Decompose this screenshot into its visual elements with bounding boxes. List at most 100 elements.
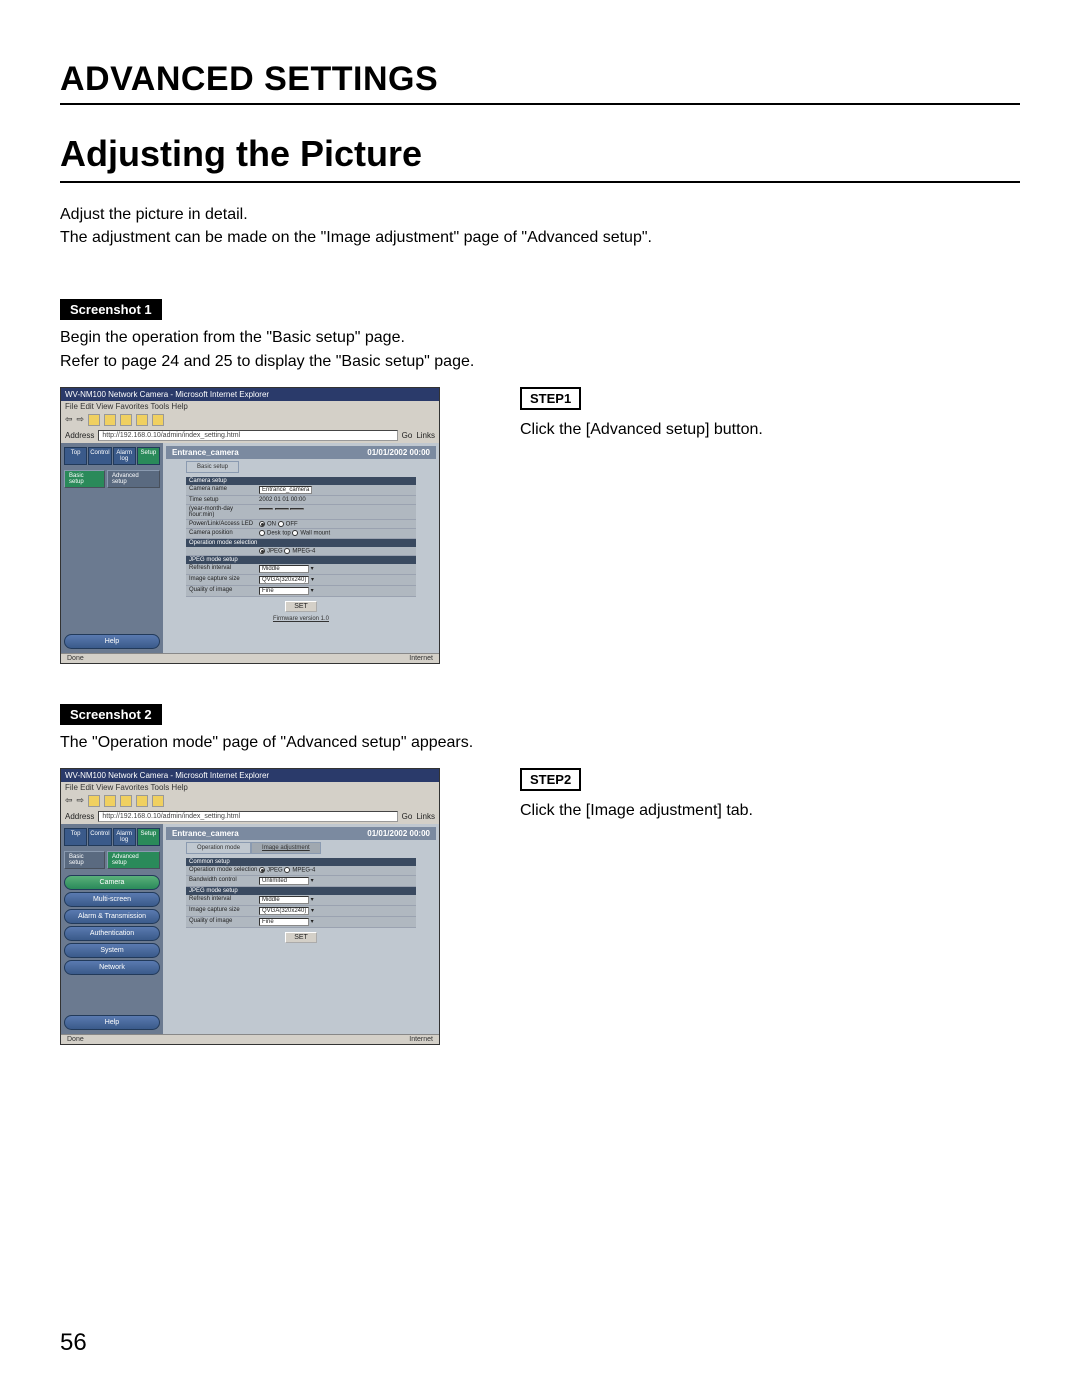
subsection-title: Adjusting the Picture <box>60 133 1020 183</box>
ie-addressbar-2: Address http://192.168.0.10/admin/index_… <box>61 809 439 824</box>
tab-alarm-2[interactable]: Alarm log <box>113 828 136 846</box>
header-camera-name: Entrance_camera <box>172 448 239 457</box>
lbl-timefmt: (year-month-day hour:min) <box>189 506 259 518</box>
sel-size-2[interactable]: QVGA(320x240) <box>259 907 309 915</box>
lbl-quality-2: Quality of image <box>189 918 259 926</box>
sel-size[interactable]: QVGA(320x240) <box>259 576 309 584</box>
sel-quality[interactable]: Fine <box>259 587 309 595</box>
address-label: Address <box>65 431 94 440</box>
screenshot-2-label: Screenshot 2 <box>60 704 162 725</box>
side-alarm[interactable]: Alarm & Transmission <box>64 909 160 924</box>
sel-refresh-2[interactable]: Middle <box>259 896 309 904</box>
step2-block: STEP2 Click the [Image adjustment] tab. <box>520 768 753 822</box>
tab-alarm[interactable]: Alarm log <box>113 447 136 465</box>
ie-toolbar-2: ⇦⇨ <box>61 793 439 809</box>
set-button[interactable]: SET <box>285 601 317 612</box>
lbl-bw: Bandwidth control <box>189 877 259 885</box>
header-camera-name-2: Entrance_camera <box>172 829 239 838</box>
tab-setup[interactable]: Setup <box>137 447 160 465</box>
screenshot-1-text: Begin the operation from the "Basic setu… <box>60 326 1020 372</box>
ss2-line1: The "Operation mode" page of "Advanced s… <box>60 731 1020 754</box>
ss1-line1: Begin the operation from the "Basic setu… <box>60 326 1020 349</box>
page-number: 56 <box>60 1329 87 1357</box>
step1-block: STEP1 Click the [Advanced setup] button. <box>520 387 763 441</box>
sec-jpeg: JPEG mode setup <box>186 556 416 564</box>
side-auth[interactable]: Authentication <box>64 926 160 941</box>
status-net: Internet <box>409 655 433 662</box>
status-done-2: Done <box>67 1036 84 1043</box>
status-done: Done <box>67 655 84 662</box>
sel-bw[interactable]: Unlimited <box>259 877 309 885</box>
tab-top[interactable]: Top <box>64 447 87 465</box>
sel-quality-2[interactable]: Fine <box>259 918 309 926</box>
side-camera[interactable]: Camera <box>64 875 160 890</box>
step1-label: STEP1 <box>520 387 581 410</box>
set-button-2[interactable]: SET <box>285 932 317 943</box>
header-datetime: 01/01/2002 00:00 <box>367 448 430 457</box>
tab-control[interactable]: Control <box>88 447 111 465</box>
tab-control-2[interactable]: Control <box>88 828 111 846</box>
subtab-advanced[interactable]: Advanced setup <box>107 470 160 488</box>
intro-line-2: The adjustment can be made on the "Image… <box>60 226 1020 249</box>
main-pane: Entrance_camera 01/01/2002 00:00 Basic s… <box>163 443 439 653</box>
ie-menubar: File Edit View Favorites Tools Help <box>61 401 439 412</box>
sidebar: Top Control Alarm log Setup Basic setup … <box>61 443 163 653</box>
status-net-2: Internet <box>409 1036 433 1043</box>
lbl-opmode2: Operation mode selection <box>189 867 259 874</box>
links-label-2: Links <box>416 812 435 821</box>
address-field-2[interactable]: http://192.168.0.10/admin/index_setting.… <box>98 811 397 822</box>
screenshot-2-section: Screenshot 2 The "Operation mode" page o… <box>60 704 1020 1045</box>
side-multi[interactable]: Multi-screen <box>64 892 160 907</box>
side-system[interactable]: System <box>64 943 160 958</box>
side-help[interactable]: Help <box>64 634 160 649</box>
main-pane-2: Entrance_camera 01/01/2002 00:00 Operati… <box>163 824 439 1034</box>
step1-text: Click the [Advanced setup] button. <box>520 418 763 441</box>
subtab-advanced-2[interactable]: Advanced setup <box>107 851 160 869</box>
ss1-line2: Refer to page 24 and 25 to display the "… <box>60 350 1020 373</box>
intro-block: Adjust the picture in detail. The adjust… <box>60 203 1020 249</box>
sidebar-2: Top Control Alarm log Setup Basic setup … <box>61 824 163 1034</box>
lbl-camera-name: Camera name <box>189 486 259 494</box>
lbl-quality: Quality of image <box>189 587 259 595</box>
step2-label: STEP2 <box>520 768 581 791</box>
val-time: 2002 01 01 00:00 <box>259 497 413 503</box>
header-datetime-2: 01/01/2002 00:00 <box>367 829 430 838</box>
lbl-refresh-2: Refresh interval <box>189 896 259 904</box>
lbl-size-2: Image capture size <box>189 907 259 915</box>
links-label: Links <box>416 431 435 440</box>
sec-jpeg-2: JPEG mode setup <box>186 887 416 895</box>
sel-refresh[interactable]: Middle <box>259 565 309 573</box>
field-camera-name[interactable]: Entrance_camera <box>259 486 312 494</box>
go-button-2[interactable]: Go <box>402 812 413 821</box>
tab-setup-2[interactable]: Setup <box>137 828 160 846</box>
lbl-size: Image capture size <box>189 576 259 584</box>
screenshot-2-text: The "Operation mode" page of "Advanced s… <box>60 731 1020 754</box>
lbl-led: Power/Link/Access LED <box>189 521 259 528</box>
go-button[interactable]: Go <box>402 431 413 440</box>
lbl-time: Time setup <box>189 497 259 503</box>
subtab-basic-2[interactable]: Basic setup <box>64 851 105 869</box>
subtab-basic[interactable]: Basic setup <box>64 470 105 488</box>
side-network[interactable]: Network <box>64 960 160 975</box>
screenshot-1-label: Screenshot 1 <box>60 299 162 320</box>
sec-opmode: Operation mode selection <box>186 539 416 547</box>
inner-imgadj[interactable]: Image adjustment <box>251 842 321 854</box>
ie-toolbar: ⇦⇨ <box>61 412 439 428</box>
inner-basic: Basic setup <box>186 461 239 473</box>
inner-opmode[interactable]: Operation mode <box>186 842 251 854</box>
ie-addressbar: Address http://192.168.0.10/admin/index_… <box>61 428 439 443</box>
ie-titlebar: WV-NM100 Network Camera - Microsoft Inte… <box>61 388 439 401</box>
lbl-refresh: Refresh interval <box>189 565 259 573</box>
section-title: ADVANCED SETTINGS <box>60 60 1020 105</box>
step2-text: Click the [Image adjustment] tab. <box>520 799 753 822</box>
address-label-2: Address <box>65 812 94 821</box>
firmware-version: Firmware version 1.0 <box>166 616 436 622</box>
tab-top-2[interactable]: Top <box>64 828 87 846</box>
sec-common: Common setup <box>186 858 416 866</box>
sec-camera-setup: Camera setup <box>186 477 416 485</box>
screenshot-1-image: WV-NM100 Network Camera - Microsoft Inte… <box>60 387 440 664</box>
side-help-2[interactable]: Help <box>64 1015 160 1030</box>
ie-titlebar-2: WV-NM100 Network Camera - Microsoft Inte… <box>61 769 439 782</box>
address-field[interactable]: http://192.168.0.10/admin/index_setting.… <box>98 430 397 441</box>
screenshot-2-image: WV-NM100 Network Camera - Microsoft Inte… <box>60 768 440 1045</box>
